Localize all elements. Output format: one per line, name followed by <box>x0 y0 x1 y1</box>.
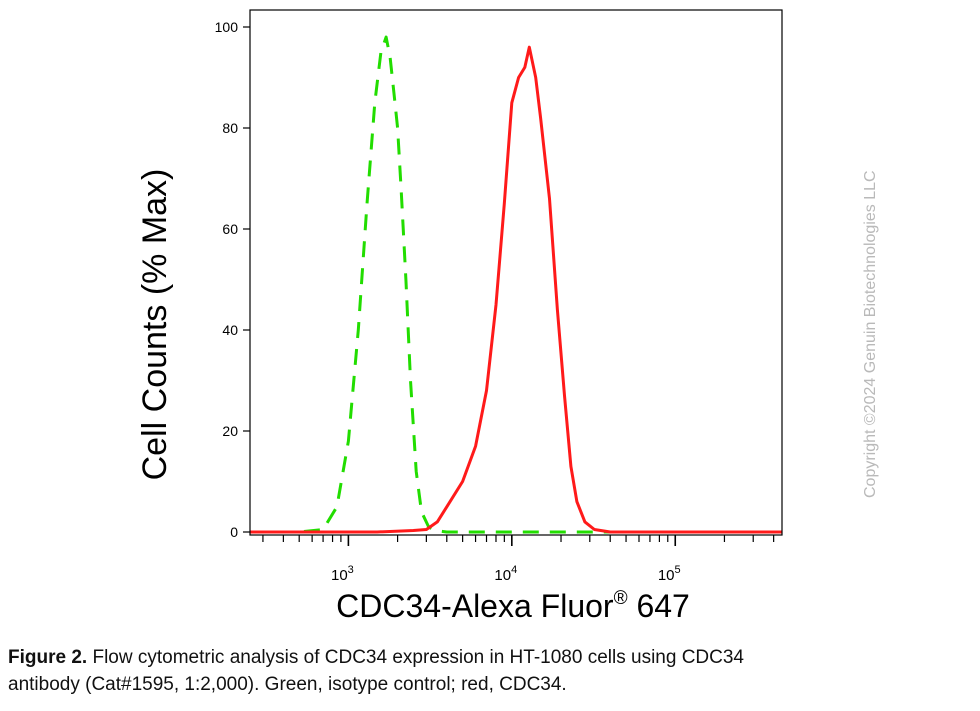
y-axis-label: Cell Counts (% Max) <box>136 169 174 481</box>
copyright-watermark: Copyright ©2024 Genuin Biotechnologies L… <box>862 170 879 498</box>
caption-label: Figure 2. <box>8 647 88 668</box>
x-tick-label: 105 <box>658 564 681 584</box>
y-tick-label: 40 <box>222 322 238 338</box>
x-tick-label: 103 <box>331 564 354 584</box>
series-line-cdc34 <box>250 45 782 534</box>
series-layer <box>250 35 782 534</box>
x-axis-label-main: CDC34-Alexa Fluor <box>336 588 614 624</box>
y-tick-label: 0 <box>230 524 238 540</box>
y-tick-label: 20 <box>222 423 238 439</box>
x-axis-label-suffix: 647 <box>628 588 690 624</box>
y-tick-label: 100 <box>215 19 239 35</box>
series-line-isotype-control <box>250 35 782 534</box>
x-axis-ticks: 103 104 105 <box>262 535 775 584</box>
y-tick-label: 60 <box>222 221 238 237</box>
caption-line-1: Flow cytometric analysis of CDC34 expres… <box>87 647 744 668</box>
figure-caption: Figure 2. Flow cytometric analysis of CD… <box>8 644 974 698</box>
y-axis-ticks: 0 20 40 60 80 100 <box>215 19 250 540</box>
x-axis-label: CDC34-Alexa Fluor® 647 <box>336 588 690 624</box>
x-axis-label-registered-mark: ® <box>614 588 628 609</box>
x-tick-label: 104 <box>494 564 517 584</box>
caption-line-2: antibody (Cat#1595, 1:2,000). Green, iso… <box>8 674 567 695</box>
y-tick-label: 80 <box>222 120 238 136</box>
plot-frame <box>249 9 783 536</box>
